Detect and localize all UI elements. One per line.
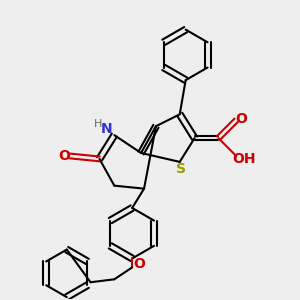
Text: O: O: [236, 112, 247, 126]
Text: H: H: [94, 119, 102, 129]
Text: OH: OH: [232, 152, 255, 166]
Text: O: O: [58, 149, 70, 163]
Text: S: S: [176, 162, 186, 176]
Text: N: N: [101, 122, 113, 136]
Text: O: O: [134, 257, 146, 272]
